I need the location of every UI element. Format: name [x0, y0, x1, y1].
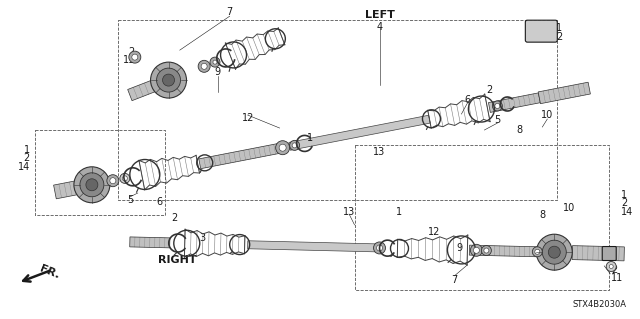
- Circle shape: [606, 262, 616, 271]
- Text: 7: 7: [451, 275, 458, 285]
- Polygon shape: [199, 143, 280, 169]
- Circle shape: [157, 68, 180, 92]
- FancyBboxPatch shape: [602, 247, 616, 261]
- Circle shape: [163, 74, 175, 86]
- Text: 8: 8: [540, 210, 545, 220]
- Polygon shape: [538, 82, 590, 104]
- Text: 11: 11: [123, 55, 135, 65]
- Circle shape: [122, 176, 127, 181]
- Text: 6: 6: [157, 197, 163, 207]
- Text: STX4B2030A: STX4B2030A: [572, 300, 627, 309]
- Text: 9: 9: [214, 67, 221, 77]
- Circle shape: [548, 246, 560, 258]
- Circle shape: [290, 140, 300, 150]
- Text: 5: 5: [127, 195, 133, 205]
- Text: 8: 8: [107, 177, 113, 187]
- Text: 2: 2: [24, 153, 30, 163]
- Text: 7: 7: [227, 7, 233, 17]
- Circle shape: [532, 247, 542, 257]
- Text: 13: 13: [373, 147, 386, 157]
- Circle shape: [374, 242, 385, 254]
- Text: RIGHT: RIGHT: [159, 255, 197, 265]
- Circle shape: [276, 141, 290, 155]
- Circle shape: [542, 240, 566, 264]
- Text: 2: 2: [172, 213, 178, 223]
- Circle shape: [481, 246, 492, 256]
- Polygon shape: [248, 241, 380, 252]
- Text: LEFT: LEFT: [365, 10, 394, 20]
- Text: 14: 14: [621, 207, 634, 217]
- Circle shape: [150, 62, 186, 98]
- Circle shape: [495, 103, 500, 108]
- Text: 1: 1: [396, 207, 403, 217]
- Text: 2: 2: [556, 32, 563, 42]
- Text: 1: 1: [24, 145, 30, 155]
- Polygon shape: [488, 93, 540, 112]
- Circle shape: [474, 247, 479, 253]
- Text: 8: 8: [516, 125, 522, 135]
- Polygon shape: [127, 79, 160, 101]
- Text: 12: 12: [428, 227, 440, 237]
- Circle shape: [107, 175, 119, 187]
- Text: 2: 2: [129, 47, 135, 57]
- FancyBboxPatch shape: [525, 20, 557, 42]
- Circle shape: [535, 249, 540, 254]
- Circle shape: [492, 101, 502, 111]
- Polygon shape: [469, 245, 545, 257]
- Circle shape: [279, 144, 286, 151]
- Polygon shape: [572, 246, 625, 261]
- Circle shape: [609, 264, 613, 269]
- Circle shape: [292, 143, 297, 148]
- Text: 12: 12: [241, 113, 254, 123]
- Text: 2: 2: [486, 85, 493, 95]
- Text: 4: 4: [376, 22, 383, 32]
- Text: 3: 3: [200, 233, 206, 243]
- Text: 10: 10: [563, 203, 575, 213]
- Text: 5: 5: [494, 115, 500, 125]
- Circle shape: [213, 60, 217, 64]
- Text: 9: 9: [456, 243, 463, 253]
- Circle shape: [470, 244, 483, 256]
- Circle shape: [376, 245, 383, 251]
- Text: 10: 10: [541, 110, 554, 120]
- Text: 10: 10: [81, 172, 93, 182]
- Circle shape: [484, 248, 489, 253]
- Circle shape: [86, 179, 98, 191]
- Circle shape: [132, 54, 138, 60]
- Polygon shape: [289, 115, 430, 150]
- Text: 1: 1: [556, 23, 563, 33]
- Circle shape: [201, 63, 207, 69]
- Circle shape: [74, 167, 110, 203]
- Text: 11: 11: [611, 273, 623, 283]
- Circle shape: [80, 173, 104, 197]
- Text: 1: 1: [307, 133, 313, 143]
- Circle shape: [110, 178, 116, 184]
- Text: 2: 2: [611, 265, 618, 275]
- Text: 13: 13: [344, 207, 356, 217]
- Text: FR.: FR.: [38, 263, 61, 280]
- Polygon shape: [130, 237, 170, 248]
- Text: 1: 1: [621, 190, 627, 200]
- Polygon shape: [54, 178, 93, 199]
- Text: 2: 2: [621, 198, 627, 208]
- Text: 14: 14: [18, 162, 30, 172]
- Circle shape: [536, 234, 572, 270]
- Circle shape: [198, 60, 210, 72]
- Circle shape: [120, 173, 130, 183]
- Circle shape: [129, 51, 141, 63]
- Text: 6: 6: [465, 95, 470, 105]
- Circle shape: [210, 57, 220, 67]
